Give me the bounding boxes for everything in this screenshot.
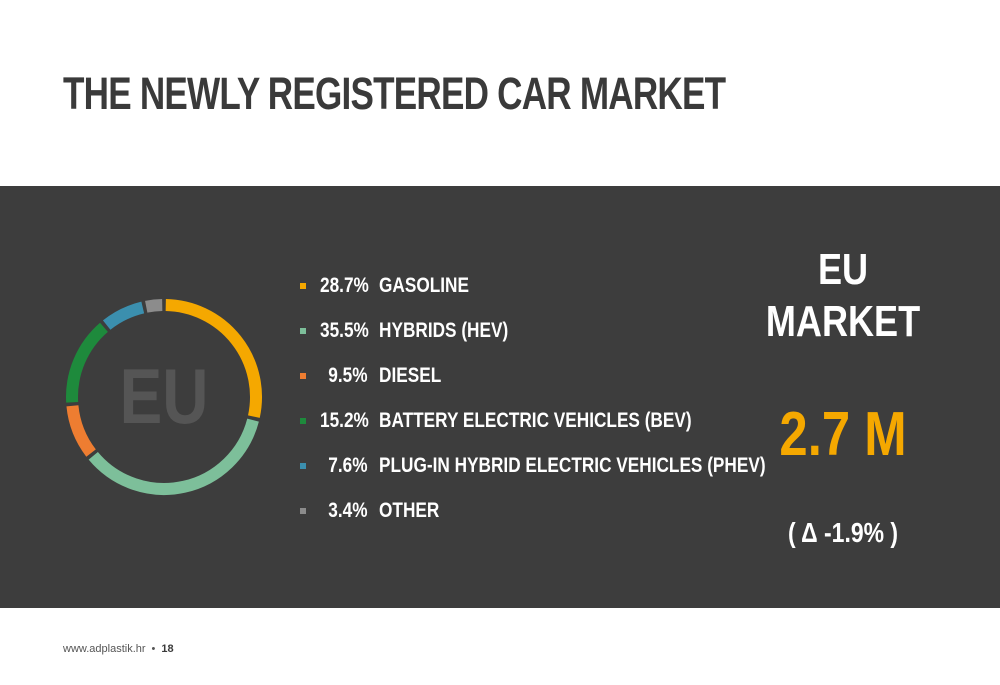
legend-item: 7.6% PLUG-IN HYBRID ELECTRIC VEHICLES (PH… xyxy=(300,452,863,480)
donut-slice-gasoline xyxy=(165,299,262,418)
legend-text: 3.4% OTHER xyxy=(320,499,439,523)
footer: www.adplastik.hr • 18 xyxy=(63,643,174,655)
footer-website[interactable]: www.adplastik.hr xyxy=(63,643,146,655)
legend-item: 35.5% HYBRIDS (HEV) xyxy=(300,317,550,345)
legend-bullet-icon xyxy=(300,508,306,514)
market-panel: EU 28.7% GASOLINE 35.5% HYBRIDS (HEV) 9.5% DI… xyxy=(0,186,1000,608)
legend-text: 15.2% BATTERY ELECTRIC VEHICLES (BEV) xyxy=(320,409,692,433)
market-summary: EU MARKET 2.7 M ( Δ -1.9% ) xyxy=(743,244,943,551)
page-number: 18 xyxy=(161,643,174,655)
donut-slice-battery-electric-vehicles-bev xyxy=(66,322,108,403)
page-title: THE NEWLY REGISTERED CAR MARKET xyxy=(63,68,726,119)
legend-value: 9.5% xyxy=(328,364,368,387)
donut-slice-other xyxy=(145,299,163,313)
legend-item: 28.7% GASOLINE xyxy=(300,272,502,300)
donut-slice-hybrids-hev xyxy=(88,418,259,495)
legend-item: 15.2% BATTERY ELECTRIC VEHICLES (BEV) xyxy=(300,407,773,435)
donut-slice-diesel xyxy=(66,405,96,457)
legend-text: 28.7% GASOLINE xyxy=(320,274,469,298)
legend-item: 3.4% OTHER xyxy=(300,497,466,525)
legend-label: PLUG-IN HYBRID ELECTRIC VEHICLES (PHEV) xyxy=(379,454,766,477)
donut-chart: EU xyxy=(66,299,262,495)
legend-value: 15.2% xyxy=(320,409,369,432)
market-change: ( Δ -1.9% ) xyxy=(787,517,899,548)
legend-text: 35.5% HYBRIDS (HEV) xyxy=(320,319,508,343)
legend-value: 7.6% xyxy=(328,454,368,477)
legend-label: OTHER xyxy=(379,499,440,522)
legend-value: 35.5% xyxy=(320,319,369,342)
legend-bullet-icon xyxy=(300,283,306,289)
legend-bullet-icon xyxy=(300,418,306,424)
legend-bullet-icon xyxy=(300,373,306,379)
legend-value: 28.7% xyxy=(320,274,369,297)
market-label-line1: EU xyxy=(817,245,869,294)
legend-label: GASOLINE xyxy=(379,274,469,297)
donut-slice-plug-in-hybrid-electric-vehicles-phev xyxy=(102,301,145,330)
market-value: 2.7 M xyxy=(779,400,907,469)
legend-label: HYBRIDS (HEV) xyxy=(379,319,509,342)
legend-item: 9.5% DIESEL xyxy=(300,362,468,390)
market-label-line2: MARKET xyxy=(765,297,921,346)
legend-label: DIESEL xyxy=(379,364,442,387)
footer-separator: • xyxy=(151,643,156,655)
legend-label: BATTERY ELECTRIC VEHICLES (BEV) xyxy=(379,409,692,432)
legend-bullet-icon xyxy=(300,463,306,469)
legend-bullet-icon xyxy=(300,328,306,334)
legend-value: 3.4% xyxy=(328,499,368,522)
legend-text: 7.6% PLUG-IN HYBRID ELECTRIC VEHICLES (PH… xyxy=(320,454,766,478)
legend-text: 9.5% DIESEL xyxy=(320,364,441,388)
donut-center-label: EU xyxy=(120,353,209,440)
